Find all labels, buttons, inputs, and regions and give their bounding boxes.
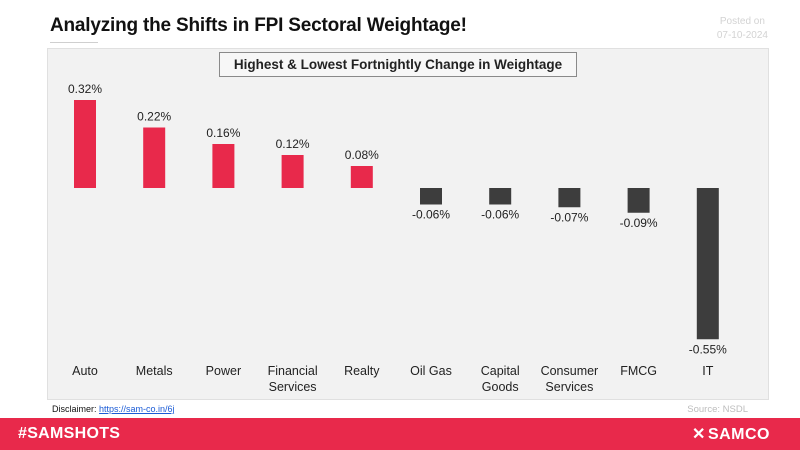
- category-label: Financial Services: [268, 364, 318, 394]
- bar-metals: [143, 127, 166, 188]
- bar-realty: [350, 166, 373, 188]
- bar-oil-gas: [420, 188, 442, 205]
- footer-bar: #SAMSHOTS ✕ SAMCO: [0, 418, 800, 450]
- chart-title: Highest & Lowest Fortnightly Change in W…: [219, 52, 577, 77]
- bar-it: [696, 188, 719, 340]
- bar-auto: [74, 100, 96, 188]
- data-label: 0.16%: [206, 126, 240, 140]
- chart-panel: [47, 48, 769, 400]
- data-label: -0.06%: [481, 208, 519, 222]
- source-note: Source: NSDL: [687, 404, 748, 415]
- category-label: Auto: [72, 364, 98, 378]
- category-label: Power: [206, 364, 241, 378]
- data-label: 0.12%: [276, 137, 310, 151]
- brand-logo: ✕ SAMCO: [692, 424, 770, 444]
- posted-date: 07-10-2024: [716, 30, 768, 41]
- bar-capital-goods: [489, 188, 512, 205]
- samco-logo-icon: ✕: [692, 426, 706, 443]
- data-label: -0.06%: [412, 208, 450, 222]
- category-label: Oil Gas: [410, 364, 452, 378]
- title-underline: [50, 42, 98, 43]
- category-label: Consumer Services: [541, 364, 599, 394]
- disclaimer-label: Disclaimer:: [52, 404, 97, 414]
- category-label: FMCG: [620, 364, 657, 378]
- category-label: Realty: [344, 364, 380, 378]
- disclaimer: Disclaimer: https://sam-co.in/6j: [52, 404, 175, 414]
- bar-financial-services: [281, 155, 304, 188]
- bar-consumer-services: [558, 188, 581, 208]
- data-label: 0.22%: [137, 110, 171, 124]
- data-label: -0.55%: [689, 342, 727, 356]
- data-label: 0.32%: [68, 82, 102, 96]
- data-label: 0.08%: [345, 148, 379, 162]
- page-title: Analyzing the Shifts in FPI Sectoral Wei…: [50, 15, 467, 36]
- category-label: IT: [702, 364, 713, 378]
- category-label: Capital Goods: [481, 364, 520, 394]
- category-label: Metals: [136, 364, 173, 378]
- hashtag: #SAMSHOTS: [18, 425, 121, 442]
- data-label: -0.09%: [620, 216, 658, 230]
- bar-power: [212, 144, 235, 188]
- bar-fmcg: [627, 188, 650, 213]
- posted-label: Posted on: [719, 16, 765, 27]
- data-label: -0.07%: [550, 210, 588, 224]
- posted-date-stamp: Posted on 07-10-2024: [717, 15, 768, 43]
- disclaimer-link[interactable]: https://sam-co.in/6j: [99, 404, 175, 414]
- brand-name: SAMCO: [707, 426, 770, 443]
